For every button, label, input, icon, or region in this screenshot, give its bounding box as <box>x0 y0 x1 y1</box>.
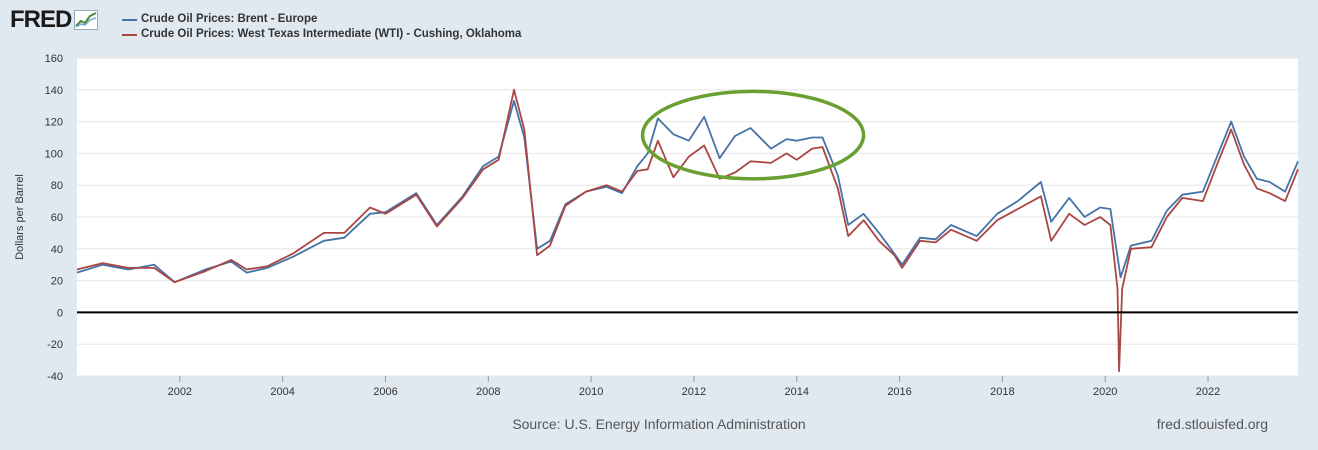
x-tick-label: 2012 <box>682 386 706 398</box>
y-tick-label: 40 <box>51 244 63 256</box>
y-tick-label: 20 <box>51 276 63 288</box>
fred-logo-text: FRED <box>10 6 72 33</box>
series-lines <box>76 88 1299 373</box>
annotations <box>640 89 866 181</box>
y-tick-label: 120 <box>45 117 63 129</box>
fred-logo[interactable]: FRED <box>10 6 99 34</box>
x-tick-label: 2010 <box>579 386 603 398</box>
y-tick-label: 60 <box>51 212 63 224</box>
y-tick-label: 0 <box>57 307 63 319</box>
series-line-wti <box>76 88 1299 373</box>
x-tick-label: 2004 <box>270 386 294 398</box>
y-tick-label: 160 <box>45 53 63 65</box>
y-tick-label: -20 <box>47 339 63 351</box>
chart-legend: Crude Oil Prices: Brent - Europe Crude O… <box>122 12 521 42</box>
legend-label-wti: Crude Oil Prices: West Texas Intermediat… <box>141 28 522 40</box>
y-axis-ticks: -40 -20 0 20 40 60 80 100 120 140 160 <box>45 53 63 383</box>
fred-chart-icon <box>74 10 99 30</box>
legend-item-brent[interactable]: Crude Oil Prices: Brent - Europe <box>122 12 521 27</box>
x-tick-label: 2008 <box>476 386 500 398</box>
x-axis-ticks: 2002 2004 2006 2008 2010 2012 2014 2016 2018 2020… <box>168 376 1220 398</box>
x-tick-label: 2022 <box>1196 386 1220 398</box>
legend-swatch-brent <box>122 18 137 21</box>
x-tick-label: 2016 <box>887 386 911 398</box>
y-tick-label: 140 <box>45 85 63 97</box>
x-tick-label: 2020 <box>1093 386 1117 398</box>
site-link[interactable]: fred.stlouisfed.org <box>1156 416 1268 432</box>
x-tick-label: 2002 <box>168 386 192 398</box>
y-axis-label: Dollars per Barrel <box>14 174 26 260</box>
legend-item-wti[interactable]: Crude Oil Prices: West Texas Intermediat… <box>122 27 521 42</box>
source-note: Source: U.S. Energy Information Administ… <box>512 416 806 432</box>
x-tick-label: 2006 <box>373 386 397 398</box>
y-tick-label: -40 <box>47 371 63 383</box>
x-tick-label: 2018 <box>990 386 1014 398</box>
x-tick-label: 2014 <box>785 386 809 398</box>
y-tick-label: 100 <box>45 148 63 160</box>
highlight-ellipse <box>640 89 866 181</box>
legend-label-brent: Crude Oil Prices: Brent - Europe <box>141 13 318 25</box>
y-tick-label: 80 <box>51 180 63 192</box>
legend-swatch-wti <box>122 33 137 36</box>
series-line-brent <box>76 100 1299 284</box>
